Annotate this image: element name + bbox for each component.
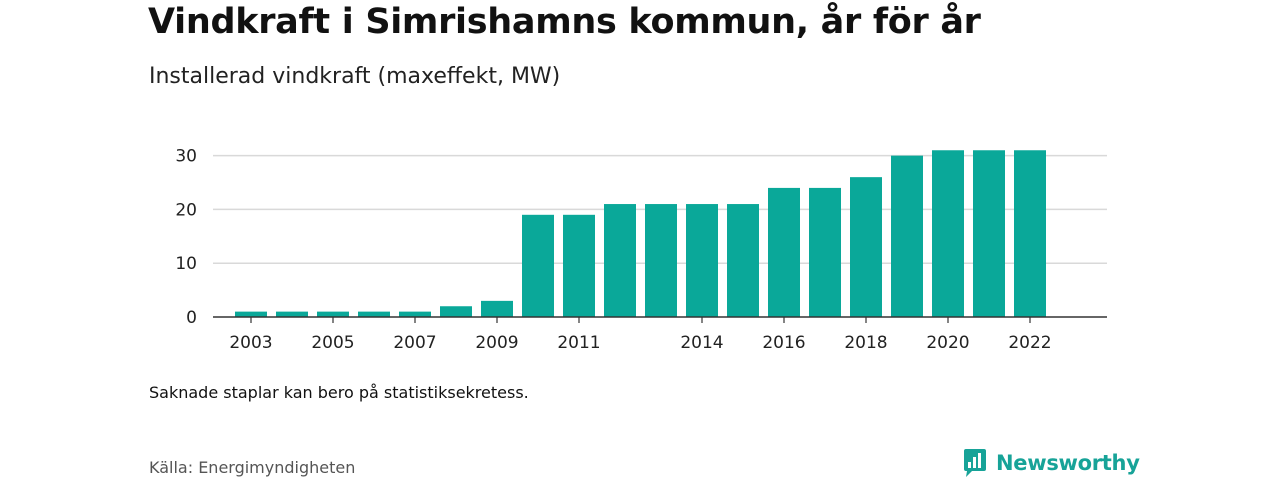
x-tick-label: 2003	[229, 333, 272, 353]
x-tick-label: 2005	[311, 333, 354, 353]
bar	[932, 150, 964, 317]
bar	[727, 204, 759, 317]
chart-subtitle: Installerad vindkraft (maxeffekt, MW)	[149, 64, 561, 89]
bar	[604, 204, 636, 317]
bar	[891, 155, 923, 317]
x-tick-label: 2018	[844, 333, 887, 353]
bar	[522, 214, 554, 317]
bar	[276, 311, 308, 317]
x-tick-label: 2007	[393, 333, 436, 353]
bar	[973, 150, 1005, 317]
x-tick-label: 2022	[1008, 333, 1051, 353]
bar	[235, 311, 267, 317]
bar	[358, 311, 390, 317]
bar	[481, 300, 513, 317]
brand-name: Newsworthy	[996, 451, 1140, 475]
x-tick-label: 2011	[557, 333, 600, 353]
bar	[399, 311, 431, 317]
bar	[563, 214, 595, 317]
source-text: Källa: Energimyndigheten	[149, 458, 356, 477]
x-tick-label: 2009	[475, 333, 518, 353]
brand-logo[interactable]: Newsworthy	[962, 447, 1140, 479]
x-tick-label: 2016	[762, 333, 805, 353]
bar	[850, 177, 882, 317]
x-tick-label: 2014	[680, 333, 723, 353]
chart-title: Vindkraft i Simrishamns kommun, år för å…	[148, 2, 981, 42]
y-tick-label: 20	[175, 200, 197, 220]
bars	[235, 150, 1046, 317]
bar-chart: 0 10 20 30 2003 2005 2007 2009 2011 2014 2016 2018 2…	[175, 147, 1107, 353]
bar	[440, 306, 472, 317]
x-tick-label: 2020	[926, 333, 969, 353]
y-tick-label: 0	[186, 308, 197, 328]
newsworthy-logo-icon	[964, 449, 986, 477]
bar	[1014, 150, 1046, 317]
chart-note: Saknade staplar kan bero på statistiksek…	[149, 383, 529, 402]
y-tick-label: 10	[175, 254, 197, 274]
bar	[768, 187, 800, 317]
bar	[645, 204, 677, 317]
bar	[317, 311, 349, 317]
bar	[809, 187, 841, 317]
axes: 0 10 20 30 2003 2005 2007 2009 2011 2014 2016 2018 2…	[175, 147, 1107, 353]
bar	[686, 204, 718, 317]
y-tick-label: 30	[175, 147, 197, 167]
